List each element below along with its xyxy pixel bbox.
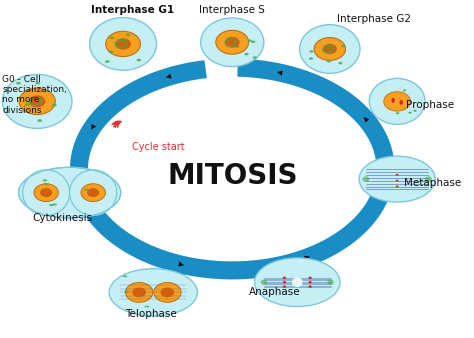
Ellipse shape bbox=[392, 98, 395, 103]
Text: Anaphase: Anaphase bbox=[248, 287, 300, 297]
Ellipse shape bbox=[164, 293, 169, 295]
Ellipse shape bbox=[23, 170, 70, 216]
Ellipse shape bbox=[137, 59, 141, 62]
Text: Interphase S: Interphase S bbox=[199, 5, 265, 15]
Ellipse shape bbox=[400, 100, 403, 105]
Ellipse shape bbox=[87, 188, 99, 197]
Ellipse shape bbox=[309, 276, 312, 279]
Ellipse shape bbox=[42, 179, 47, 182]
Ellipse shape bbox=[283, 281, 286, 284]
Ellipse shape bbox=[247, 40, 252, 42]
Ellipse shape bbox=[363, 176, 369, 182]
Ellipse shape bbox=[123, 275, 128, 277]
Ellipse shape bbox=[84, 189, 90, 191]
Ellipse shape bbox=[292, 277, 302, 287]
Text: MITOSIS: MITOSIS bbox=[167, 162, 298, 190]
Ellipse shape bbox=[52, 104, 57, 106]
Ellipse shape bbox=[328, 280, 334, 285]
Text: Cycle start: Cycle start bbox=[132, 142, 185, 152]
Ellipse shape bbox=[132, 287, 146, 297]
Ellipse shape bbox=[109, 269, 197, 316]
Ellipse shape bbox=[216, 30, 249, 54]
Ellipse shape bbox=[201, 18, 264, 67]
Ellipse shape bbox=[70, 170, 117, 216]
Ellipse shape bbox=[2, 74, 72, 128]
Text: G0 - Cell
specialization,
no more
divisions: G0 - Cell specialization, no more divisi… bbox=[2, 75, 67, 115]
Ellipse shape bbox=[309, 57, 313, 60]
Ellipse shape bbox=[124, 291, 129, 293]
Ellipse shape bbox=[251, 41, 255, 43]
Ellipse shape bbox=[403, 89, 406, 92]
Ellipse shape bbox=[109, 51, 113, 53]
Ellipse shape bbox=[359, 156, 435, 202]
Ellipse shape bbox=[19, 88, 55, 115]
Ellipse shape bbox=[338, 62, 343, 64]
Ellipse shape bbox=[235, 46, 239, 48]
Ellipse shape bbox=[37, 119, 42, 122]
Ellipse shape bbox=[126, 283, 153, 302]
Ellipse shape bbox=[309, 285, 312, 288]
Ellipse shape bbox=[81, 184, 105, 201]
Ellipse shape bbox=[425, 176, 432, 182]
Ellipse shape bbox=[126, 33, 130, 36]
Ellipse shape bbox=[261, 280, 267, 285]
FancyArrowPatch shape bbox=[111, 121, 122, 128]
Ellipse shape bbox=[109, 37, 114, 39]
Ellipse shape bbox=[161, 287, 174, 297]
Ellipse shape bbox=[255, 258, 340, 307]
Text: Prophase: Prophase bbox=[406, 100, 455, 110]
Ellipse shape bbox=[309, 281, 312, 284]
Ellipse shape bbox=[36, 82, 40, 84]
Ellipse shape bbox=[154, 283, 181, 302]
Ellipse shape bbox=[396, 112, 400, 114]
Ellipse shape bbox=[18, 167, 121, 218]
Ellipse shape bbox=[44, 183, 49, 185]
Ellipse shape bbox=[16, 82, 21, 84]
Ellipse shape bbox=[29, 95, 46, 107]
Ellipse shape bbox=[115, 38, 131, 50]
Text: Metaphase: Metaphase bbox=[404, 177, 461, 188]
Ellipse shape bbox=[105, 60, 110, 63]
Ellipse shape bbox=[369, 78, 425, 124]
Ellipse shape bbox=[283, 285, 286, 288]
Text: Interphase G2: Interphase G2 bbox=[337, 14, 411, 24]
Ellipse shape bbox=[314, 38, 346, 61]
Ellipse shape bbox=[106, 31, 140, 56]
Ellipse shape bbox=[136, 293, 140, 295]
Text: Cytokinesis: Cytokinesis bbox=[33, 213, 93, 223]
Ellipse shape bbox=[396, 180, 399, 182]
Ellipse shape bbox=[52, 203, 57, 206]
Ellipse shape bbox=[34, 184, 58, 201]
Ellipse shape bbox=[327, 60, 331, 63]
Ellipse shape bbox=[49, 204, 54, 206]
Ellipse shape bbox=[408, 112, 412, 114]
Ellipse shape bbox=[244, 53, 249, 55]
Ellipse shape bbox=[396, 174, 399, 176]
Ellipse shape bbox=[145, 306, 149, 308]
Ellipse shape bbox=[90, 18, 156, 70]
Ellipse shape bbox=[225, 37, 240, 48]
Ellipse shape bbox=[396, 186, 399, 188]
Ellipse shape bbox=[413, 110, 417, 112]
Ellipse shape bbox=[323, 44, 337, 54]
Ellipse shape bbox=[384, 92, 410, 111]
Ellipse shape bbox=[40, 188, 52, 197]
Ellipse shape bbox=[253, 56, 257, 59]
Ellipse shape bbox=[310, 50, 313, 53]
Text: Interphase G1: Interphase G1 bbox=[91, 5, 174, 15]
Ellipse shape bbox=[283, 276, 286, 279]
Ellipse shape bbox=[300, 25, 360, 73]
Text: Telophase: Telophase bbox=[125, 309, 177, 319]
Ellipse shape bbox=[25, 103, 30, 106]
Ellipse shape bbox=[341, 45, 346, 47]
